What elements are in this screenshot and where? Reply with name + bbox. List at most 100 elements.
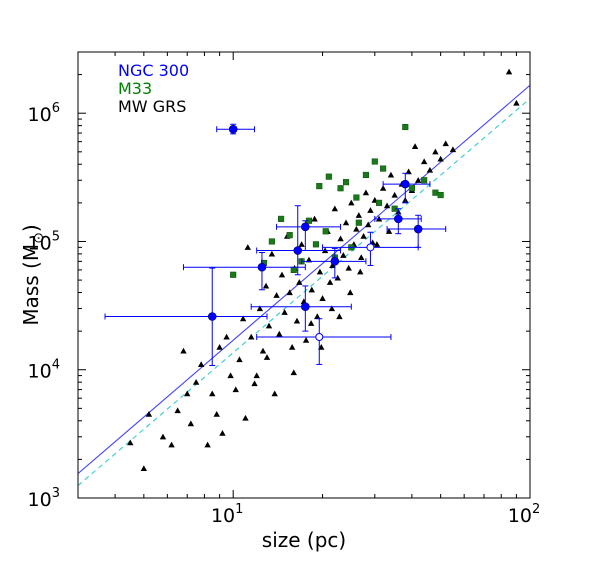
y-axis-title-main: Mass (M: [19, 244, 43, 326]
tick-exponent: 2: [532, 502, 540, 517]
m33-point: [402, 123, 409, 131]
mw-grs-point: [442, 140, 449, 147]
mw-grs-point: [232, 386, 239, 393]
y-tick-label: 104: [28, 358, 60, 383]
data-points: [104, 68, 520, 472]
y-tick-label: 106: [28, 101, 60, 126]
mw-grs-point: [505, 68, 513, 75]
ngc300-point: [301, 302, 310, 312]
mw-grs-point: [253, 372, 260, 379]
mw-grs-point: [319, 295, 326, 301]
mw-grs-point: [259, 347, 267, 354]
m33-point: [337, 185, 344, 192]
tick-exponent: 3: [52, 486, 60, 501]
mw-grs-point: [316, 268, 324, 275]
mw-grs-point: [213, 411, 220, 417]
mw-grs-point: [242, 414, 249, 421]
mw-grs-point: [288, 343, 296, 350]
m33-point: [325, 173, 332, 180]
plot-frame: [77, 51, 531, 499]
m33-point: [421, 177, 428, 184]
m33-point: [286, 232, 293, 239]
m33-point: [353, 194, 360, 201]
mw-grs-point: [236, 356, 243, 363]
tick-exponent: 4: [52, 358, 60, 373]
mw-grs-point: [286, 289, 293, 296]
mw-grs-point: [127, 439, 134, 446]
m33-point: [290, 266, 297, 273]
x-tick-label: 101: [211, 502, 243, 527]
m33-point: [316, 183, 323, 190]
mw-grs-point: [278, 271, 286, 278]
y-tick-label: 103: [28, 486, 60, 511]
m33-point: [371, 158, 378, 165]
tick-base: 10: [508, 505, 532, 527]
mw-grs-point: [227, 372, 234, 379]
mw-grs-point: [298, 241, 305, 247]
mw-grs-point: [353, 225, 360, 232]
mw-grs-point: [219, 430, 226, 436]
m33-point: [312, 241, 319, 248]
mw-grs-point: [307, 320, 315, 326]
mw-grs-point: [273, 292, 280, 298]
legend-label: M33: [118, 79, 152, 98]
mw-grs-point: [271, 390, 278, 397]
ngc300-point: [330, 257, 340, 266]
mw-grs-point: [437, 155, 444, 162]
mw-grs-point: [184, 390, 191, 397]
m33-point: [342, 179, 350, 186]
ngc300-point: [228, 124, 238, 134]
sun-symbol: ⊙: [31, 232, 47, 244]
mw-grs-point: [329, 262, 336, 269]
ngc300-point: [293, 246, 303, 255]
mw-grs-point: [281, 309, 288, 315]
tick-base: 10: [211, 505, 235, 527]
legend-label: NGC 300: [118, 61, 189, 80]
ngc300-point: [413, 224, 423, 234]
mw-grs-point: [449, 146, 457, 153]
ngc300-point: [301, 222, 310, 232]
tick-base: 10: [28, 489, 52, 511]
ngc300-point: [400, 179, 410, 189]
mw-grs-point: [328, 305, 336, 312]
m33-point: [268, 238, 275, 245]
mw-grs-point: [383, 202, 391, 209]
mw-grs-point: [248, 333, 255, 340]
mw-grs-point: [426, 166, 434, 173]
y-axis-title-close: ): [19, 224, 43, 232]
mw-grs-point: [268, 250, 276, 257]
mw-grs-point: [411, 143, 419, 150]
mw-grs-point: [256, 305, 264, 312]
mw-grs-point: [145, 411, 153, 417]
mw-grs-point: [432, 148, 439, 155]
mw-grs-point: [342, 219, 350, 226]
m33-point: [375, 199, 383, 206]
ngc300-point: [257, 262, 267, 272]
mw-grs-point: [337, 235, 344, 242]
ngc300-open-point: [366, 243, 375, 252]
tick-exponent: 5: [52, 229, 60, 244]
mw-grs-point: [263, 354, 271, 360]
mw-grs-point: [314, 313, 321, 320]
mw-grs-point: [265, 322, 273, 329]
mw-grs-point: [159, 433, 167, 440]
mw-grs-point: [347, 289, 354, 296]
mw-grs-point: [326, 279, 334, 285]
legend-label: MW GRS: [118, 97, 186, 116]
mw-grs-point: [367, 207, 374, 213]
m33-point: [437, 192, 444, 199]
mw-grs-point: [262, 282, 270, 289]
mw-grs-point: [336, 313, 343, 320]
mw-grs-point: [293, 317, 301, 324]
mw-grs-point: [209, 390, 216, 397]
mw-grs-point: [345, 264, 352, 271]
m33-point: [380, 165, 387, 172]
mw-grs-point: [379, 185, 387, 191]
mw-grs-point: [348, 199, 355, 206]
mw-grs-point: [360, 232, 367, 239]
mw-grs-point: [239, 315, 247, 322]
m33-point: [230, 271, 237, 278]
